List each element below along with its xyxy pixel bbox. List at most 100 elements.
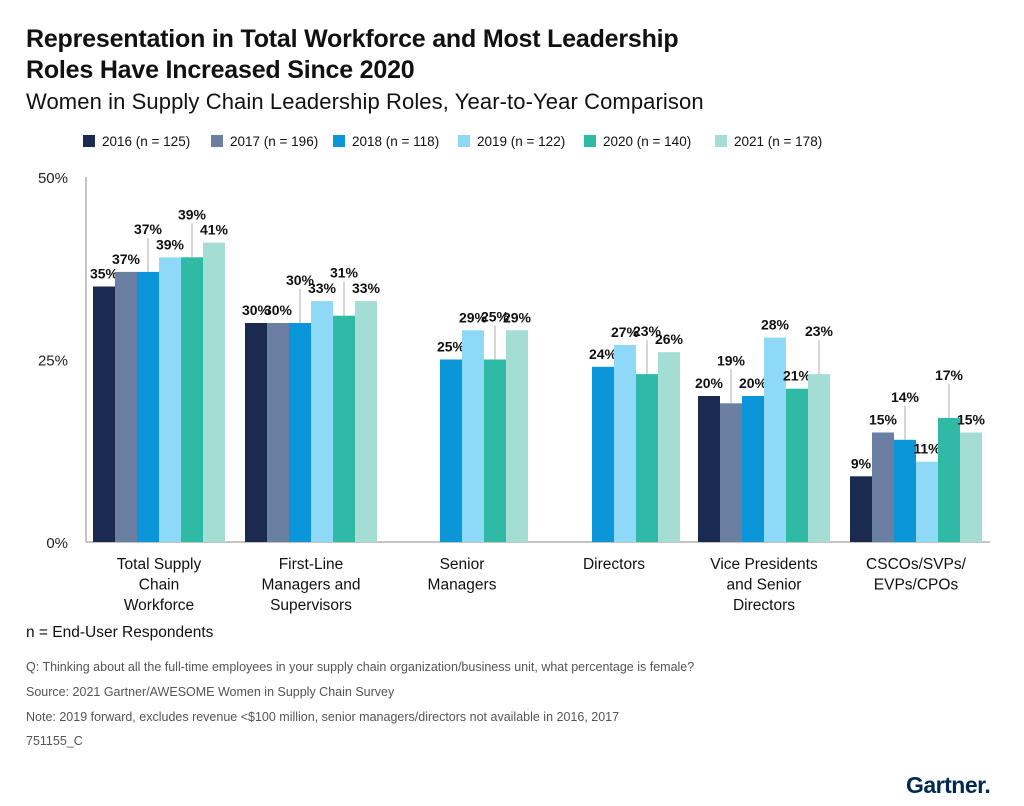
bar xyxy=(658,352,680,542)
x-category-label: Supervisors xyxy=(270,597,352,614)
data-label: 20% xyxy=(695,375,724,391)
figure-id: 751155_C xyxy=(26,734,83,748)
legend-label: 2019 (n = 122) xyxy=(477,134,565,149)
x-category-label: Managers and xyxy=(261,577,360,594)
bar xyxy=(506,330,528,542)
bar xyxy=(93,286,115,542)
chart-title-line-2: Roles Have Increased Since 2020 xyxy=(26,56,415,84)
bar-chart: 2016 (n = 125) 2017 (n = 196) 2018 (n = 11… xyxy=(38,134,990,614)
bar xyxy=(872,432,894,542)
chart-title: Representation in Total Workforce and Mo… xyxy=(26,24,786,86)
data-label: 30% xyxy=(242,302,271,318)
legend-label: 2021 (n = 178) xyxy=(734,134,822,149)
y-tick-label: 50% xyxy=(38,170,68,187)
legend-swatch xyxy=(83,135,95,147)
bar xyxy=(289,323,311,542)
question-note: Q: Thinking about all the full-time empl… xyxy=(26,660,695,674)
bar xyxy=(764,337,786,542)
bar xyxy=(181,257,203,542)
bar xyxy=(786,388,808,542)
bar xyxy=(115,271,137,542)
bar xyxy=(850,476,872,542)
bar xyxy=(267,323,289,542)
x-category-label: Senior xyxy=(440,556,485,573)
bar xyxy=(311,301,333,542)
data-label: 41% xyxy=(200,222,229,238)
chart-title-line-1: Representation in Total Workforce and Mo… xyxy=(26,25,679,53)
data-label: 26% xyxy=(655,331,684,347)
data-label: 15% xyxy=(957,412,986,428)
data-label: 11% xyxy=(913,441,941,457)
x-category-label: EVPs/CPOs xyxy=(874,577,959,594)
data-label: 9% xyxy=(851,455,872,471)
bar xyxy=(720,403,742,542)
data-label: 33% xyxy=(308,280,337,296)
bar xyxy=(808,374,830,542)
x-category-label: Vice Presidents xyxy=(710,556,818,573)
bar xyxy=(698,396,720,542)
legend-label: 2017 (n = 196) xyxy=(230,134,318,149)
bar xyxy=(333,315,355,542)
bar xyxy=(938,417,960,542)
data-label: 25% xyxy=(437,339,466,355)
legend-label: 2018 (n = 118) xyxy=(352,134,439,149)
bar xyxy=(355,301,377,542)
legend-swatch xyxy=(458,135,470,147)
data-label: 21% xyxy=(783,368,812,384)
legend-swatch xyxy=(584,135,596,147)
bar xyxy=(960,432,982,542)
data-label: 23% xyxy=(805,323,834,339)
data-label: 29% xyxy=(459,309,488,325)
exclusion-note: Note: 2019 forward, excludes revenue <$1… xyxy=(26,710,620,724)
bar xyxy=(245,323,267,542)
data-label: 29% xyxy=(503,309,532,325)
bar xyxy=(636,374,658,542)
x-category-label: Workforce xyxy=(124,597,194,614)
data-label: 39% xyxy=(156,236,185,252)
bar xyxy=(462,330,484,542)
legend-label: 2016 (n = 125) xyxy=(102,134,190,149)
bar xyxy=(894,439,916,542)
gartner-logo: Gartner. xyxy=(906,772,991,798)
chart-subtitle: Women in Supply Chain Leadership Roles, … xyxy=(26,89,704,114)
data-label: 37% xyxy=(134,221,163,237)
x-category-label: Managers xyxy=(428,577,497,594)
legend-swatch xyxy=(211,135,223,147)
legend-swatch xyxy=(333,135,345,147)
bar xyxy=(137,271,159,542)
data-label: 30% xyxy=(264,302,293,318)
data-label: 33% xyxy=(352,280,381,296)
data-label: 28% xyxy=(761,317,790,333)
data-label: 15% xyxy=(869,412,898,428)
respondent-note: n = End-User Respondents xyxy=(26,624,214,641)
data-label: 23% xyxy=(633,323,662,339)
bar xyxy=(440,359,462,542)
x-category-label: Chain xyxy=(139,577,180,594)
data-label: 27% xyxy=(611,324,640,340)
bar xyxy=(159,257,181,542)
bar xyxy=(592,366,614,542)
x-category-label: CSCOs/SVPs/ xyxy=(866,556,967,573)
bar xyxy=(203,242,225,542)
data-label: 17% xyxy=(935,367,964,383)
legend-label: 2020 (n = 140) xyxy=(603,134,691,149)
data-label: 25% xyxy=(481,309,510,325)
y-tick-label: 0% xyxy=(46,535,68,552)
x-category-label: First-Line xyxy=(279,556,344,573)
data-label: 20% xyxy=(739,375,768,391)
data-label: 35% xyxy=(90,266,119,282)
bar xyxy=(916,461,938,542)
bar xyxy=(484,359,506,542)
data-label: 39% xyxy=(178,206,207,222)
x-category-label: Directors xyxy=(583,556,645,573)
data-label: 30% xyxy=(286,272,315,288)
data-label: 37% xyxy=(112,251,141,267)
data-label: 24% xyxy=(589,346,618,362)
bar xyxy=(742,396,764,542)
source-note: Source: 2021 Gartner/AWESOME Women in Su… xyxy=(26,685,395,699)
data-label: 31% xyxy=(330,265,359,281)
data-label: 14% xyxy=(891,389,920,405)
y-tick-label: 25% xyxy=(38,353,68,370)
x-category-label: Directors xyxy=(733,597,795,614)
bar xyxy=(614,344,636,542)
